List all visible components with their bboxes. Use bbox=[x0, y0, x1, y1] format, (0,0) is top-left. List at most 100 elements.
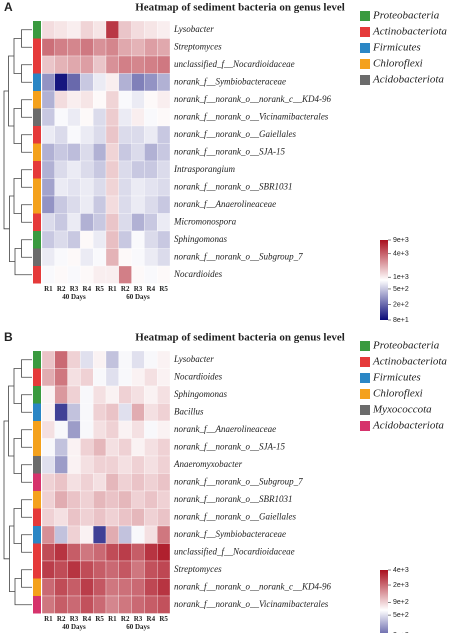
heatmap-cell bbox=[80, 38, 94, 57]
column-label: R3 bbox=[70, 285, 79, 293]
heatmap-cell bbox=[93, 543, 107, 562]
heatmap-cell bbox=[157, 490, 171, 509]
heatmap-cell bbox=[131, 368, 145, 387]
heatmap-cell bbox=[67, 108, 81, 127]
heatmap-cell bbox=[93, 525, 107, 544]
heatmap-cell bbox=[93, 213, 107, 232]
heatmap-cell bbox=[118, 265, 132, 284]
heatmap-cell bbox=[54, 38, 68, 57]
heatmap-cell bbox=[54, 438, 68, 457]
row-label: Streptomyces bbox=[174, 564, 222, 574]
colorbar-tick-label: 2e+3 bbox=[393, 582, 409, 589]
phylum-strip bbox=[33, 91, 41, 109]
heatmap-cell bbox=[118, 350, 132, 369]
row-label: Nocardioides bbox=[173, 371, 223, 381]
heatmap-cell bbox=[93, 160, 107, 179]
heatmap-cell bbox=[157, 248, 171, 267]
heatmap-cell bbox=[41, 350, 55, 369]
heatmap-cell bbox=[157, 195, 171, 214]
heatmap-cell bbox=[93, 38, 107, 57]
dendrogram-branch bbox=[8, 55, 14, 127]
heatmap-cell bbox=[105, 143, 119, 162]
heatmap-cell bbox=[105, 265, 119, 284]
row-label: norank_f__norank_o__SJA-15 bbox=[174, 441, 285, 451]
row-label: norank_f__Symbiobacteraceae bbox=[174, 529, 286, 539]
heatmap-cell bbox=[67, 160, 81, 179]
heatmap-cell bbox=[41, 55, 55, 74]
heatmap-cell bbox=[131, 248, 145, 267]
heatmap-cell bbox=[67, 38, 81, 57]
column-group-label: 60 Days bbox=[126, 293, 150, 301]
heatmap-cell bbox=[105, 20, 119, 39]
heatmap-cell bbox=[131, 125, 145, 144]
colorbar-tick-label: 2e+2 bbox=[393, 632, 409, 633]
heatmap-cell bbox=[118, 578, 132, 597]
heatmap-cell bbox=[80, 420, 94, 439]
heatmap-cell bbox=[67, 20, 81, 39]
heatmap-cell bbox=[105, 508, 119, 527]
phylum-strip bbox=[33, 561, 41, 579]
heatmap-cell bbox=[41, 420, 55, 439]
column-label: R5 bbox=[95, 615, 104, 623]
heatmap-cell bbox=[41, 248, 55, 267]
heatmap-cell bbox=[157, 143, 171, 162]
legend-label: Chloroflexi bbox=[373, 388, 423, 400]
heatmap-cell bbox=[144, 578, 158, 597]
heatmap-cell bbox=[157, 473, 171, 492]
heatmap-cell bbox=[41, 125, 55, 144]
heatmap-cell bbox=[67, 213, 81, 232]
dendrogram-branch bbox=[21, 169, 32, 188]
row-label: Intrasporangium bbox=[173, 164, 236, 174]
legend-swatch bbox=[360, 11, 370, 21]
heatmap-cell bbox=[93, 265, 107, 284]
heatmap-cell bbox=[118, 248, 132, 267]
column-label: R2 bbox=[57, 285, 66, 293]
heatmap-cell bbox=[80, 490, 94, 509]
heatmap-cell bbox=[105, 195, 119, 214]
dendrogram-branch bbox=[21, 534, 32, 553]
heatmap-cell bbox=[54, 108, 68, 127]
legend-swatch bbox=[360, 421, 370, 431]
row-label: norank_f__Anaerolineaceae bbox=[174, 424, 276, 434]
heatmap-cell bbox=[41, 230, 55, 249]
heatmap-cell bbox=[67, 248, 81, 267]
legend-label: Proteobacteria bbox=[372, 340, 440, 352]
heatmap-cell bbox=[131, 265, 145, 284]
heatmap-cell bbox=[157, 525, 171, 544]
phylum-strip bbox=[33, 596, 41, 614]
phylum-strip bbox=[33, 196, 41, 214]
chart-title: Heatmap of sediment bacteria on genus le… bbox=[135, 332, 345, 344]
heatmap-cell bbox=[54, 265, 68, 284]
legend-swatch bbox=[360, 75, 370, 85]
heatmap-cell bbox=[80, 350, 94, 369]
dendrogram-branch bbox=[13, 178, 22, 214]
row-label: Streptomyces bbox=[174, 41, 222, 51]
heatmap-cell bbox=[80, 108, 94, 127]
heatmap-cell bbox=[144, 438, 158, 457]
phylum-strip bbox=[33, 526, 41, 544]
heatmap-cell bbox=[118, 160, 132, 179]
phylum-strip bbox=[33, 508, 41, 526]
heatmap-cell bbox=[54, 195, 68, 214]
dendrogram-branch bbox=[21, 464, 32, 483]
heatmap-cell bbox=[144, 508, 158, 527]
heatmap-cell bbox=[105, 578, 119, 597]
heatmap-cell bbox=[131, 350, 145, 369]
heatmap-cell bbox=[67, 350, 81, 369]
phylum-strip bbox=[33, 438, 41, 456]
heatmap-cell bbox=[93, 55, 107, 74]
heatmap-cell bbox=[105, 160, 119, 179]
heatmap-cell bbox=[144, 525, 158, 544]
heatmap-cell bbox=[80, 195, 94, 214]
heatmap-cell bbox=[67, 230, 81, 249]
heatmap-cell bbox=[118, 403, 132, 422]
row-label: norank_f__norank_o__norank_c__KD4-96 bbox=[174, 581, 331, 591]
heatmap-cell bbox=[93, 125, 107, 144]
heatmap-cell bbox=[118, 508, 132, 527]
heatmap-cell bbox=[105, 350, 119, 369]
dendrogram-branch bbox=[21, 239, 32, 258]
heatmap-cell bbox=[157, 73, 171, 92]
row-label: norank_f__norank_o__norank_c__KD4-96 bbox=[174, 94, 331, 104]
heatmap-cell bbox=[105, 403, 119, 422]
colorbar-tick-label: 1e+3 bbox=[393, 274, 409, 281]
